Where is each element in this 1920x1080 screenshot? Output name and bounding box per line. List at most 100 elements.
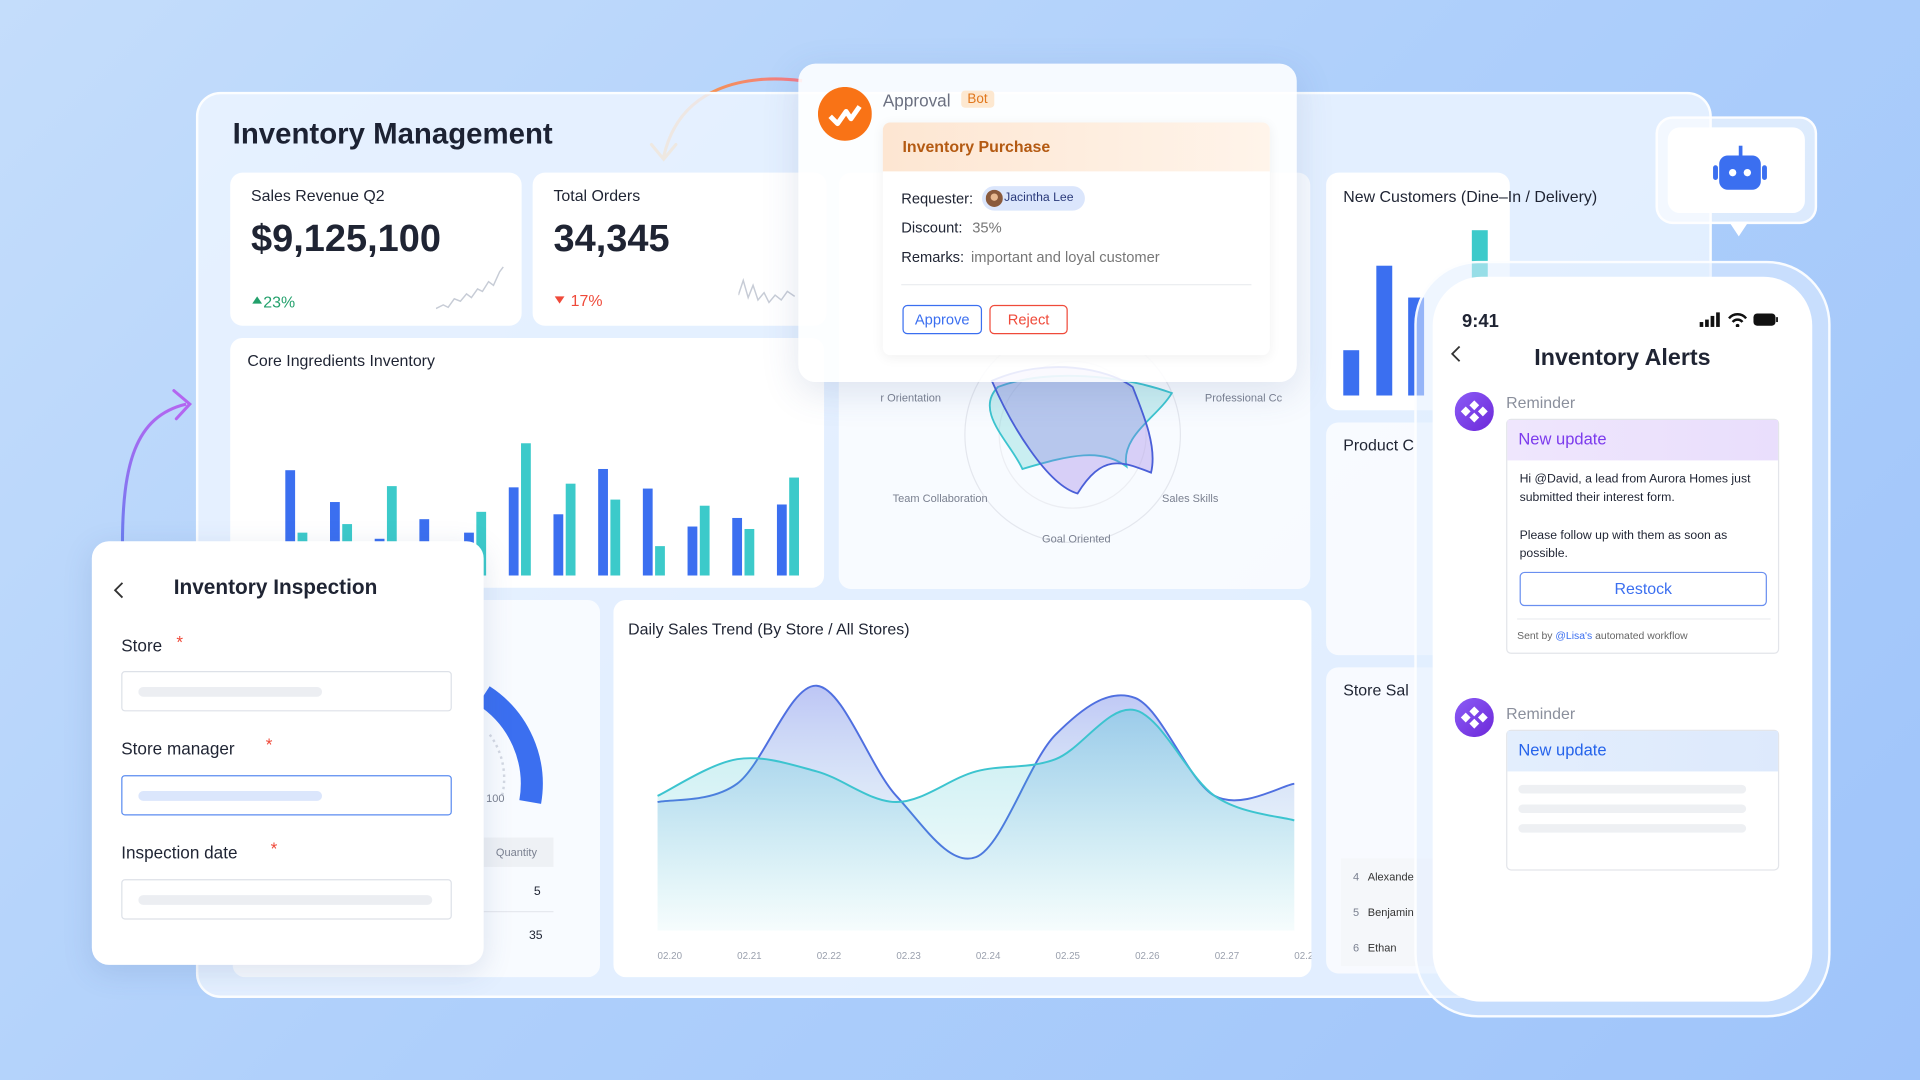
gauge-scale <box>488 733 506 797</box>
required-mark: * <box>176 631 184 652</box>
rank-name: Ethan <box>1367 941 1397 954</box>
field-label: Discount: <box>901 219 963 237</box>
rank: 5 <box>1353 906 1360 919</box>
back-icon[interactable] <box>113 582 125 599</box>
bar <box>732 517 743 576</box>
x-tick-label: 02.21 <box>737 951 761 962</box>
card-value: $9,125,100 <box>251 216 442 260</box>
placeholder <box>138 791 323 801</box>
back-icon[interactable] <box>1450 345 1462 362</box>
line <box>657 708 1295 822</box>
chart-title: Core Ingredients Inventory <box>247 351 435 370</box>
card-title: New update <box>1518 740 1607 760</box>
bar <box>330 502 340 576</box>
bar <box>789 477 799 576</box>
daily-sales-chart: 02.20 02.21 02.22 02.23 02.24 02.25 02.26 02.27… <box>657 684 1311 962</box>
status-icons <box>1699 312 1778 327</box>
orders-card: Total Orders 34,345 17% <box>532 172 827 326</box>
field-label: Remarks: <box>901 248 965 266</box>
radar-label: Professional Cc <box>1204 391 1283 405</box>
reminder-avatar <box>1454 697 1494 738</box>
down-icon <box>554 296 565 304</box>
rank: 6 <box>1353 941 1360 954</box>
reminder-label: Reminder <box>1506 393 1576 412</box>
radar-chart <box>964 326 1182 544</box>
bar <box>1376 265 1393 396</box>
phone-title: Inventory Alerts <box>1534 345 1711 372</box>
card-header <box>882 122 1270 172</box>
radar-label: Goal Oriented <box>1042 532 1111 545</box>
bar <box>553 514 564 576</box>
field-label: Store manager <box>121 738 235 758</box>
card-title: Store Sal <box>1343 680 1409 700</box>
reminder-card: New update Hi @David, a lead from Aurora… <box>1506 418 1780 654</box>
reminder-label: Reminder <box>1506 704 1576 723</box>
rank-name: Alexande <box>1367 870 1414 883</box>
placeholder <box>138 686 323 697</box>
sparkline <box>738 277 796 304</box>
table-header: Quantity <box>495 846 537 859</box>
x-tick-label: 02.25 <box>1056 951 1081 962</box>
bot-bubble <box>1655 116 1818 237</box>
bar <box>699 505 710 576</box>
card-header <box>1507 731 1778 772</box>
gauge-arc <box>477 686 543 804</box>
store-input[interactable] <box>121 671 452 712</box>
status-time: 9:41 <box>1462 311 1499 332</box>
field-label: Inspection date <box>121 842 238 863</box>
required-mark: * <box>265 734 273 755</box>
card-title: New update <box>1518 429 1607 449</box>
divider <box>1517 618 1771 620</box>
phone-frame: 9:41 Inventory Alerts Reminder New updat… <box>1414 260 1831 1018</box>
bar <box>655 546 665 576</box>
sender[interactable]: @Lisa's <box>1555 629 1593 642</box>
manager-input[interactable] <box>121 775 452 816</box>
chart-title: Daily Sales Trend (By Store / All Stores… <box>628 619 910 638</box>
message: Please follow up with them as soon as po… <box>1519 528 1728 561</box>
table-divider <box>483 911 554 913</box>
bar <box>744 528 755 576</box>
approval-label: Approval <box>882 90 951 111</box>
x-tick-label: 02.23 <box>896 951 921 962</box>
bar <box>285 470 296 576</box>
bar <box>642 488 653 576</box>
card-header <box>1507 420 1778 461</box>
card-title: Inventory Purchase <box>902 137 1051 156</box>
inspection-form: Inventory Inspection Store * Store manag… <box>91 541 484 965</box>
revenue-card: Sales Revenue Q2 $9,125,100 23% <box>230 172 522 326</box>
placeholder <box>1518 784 1747 794</box>
bar <box>776 504 787 576</box>
change: 17% <box>570 291 603 310</box>
restock-button[interactable]: Restock <box>1519 571 1767 607</box>
x-tick-label: 02.27 <box>1215 951 1239 962</box>
date-input[interactable] <box>121 879 452 920</box>
discount: 35% <box>972 219 1002 237</box>
bubble-tail <box>1728 221 1749 237</box>
card-label: Total Orders <box>553 186 641 205</box>
bar <box>1343 350 1360 396</box>
x-tick-label: 02.28 <box>1294 951 1311 962</box>
approval-panel: Approval Bot Inventory Purchase Requeste… <box>798 63 1297 383</box>
sparkline <box>435 266 504 310</box>
requester: Jacintha Lee <box>1004 191 1074 205</box>
field-label: Requester: <box>901 189 974 207</box>
x-tick-label: 02.26 <box>1135 951 1160 962</box>
reminder-card: New update <box>1506 729 1780 871</box>
form-title: Inventory Inspection <box>173 575 378 599</box>
bar <box>598 468 608 576</box>
bot-icon <box>1713 145 1767 190</box>
placeholder <box>1518 824 1747 833</box>
approve-button[interactable]: Approve <box>902 304 983 335</box>
sent-by: Sent by <box>1517 629 1553 642</box>
reject-button[interactable]: Reject <box>989 304 1068 335</box>
radar-label: Team Collaboration <box>892 492 988 505</box>
placeholder <box>1518 804 1747 814</box>
bar <box>386 486 397 576</box>
area <box>657 709 1295 931</box>
approval-card: Inventory Purchase Requester: Jacintha L… <box>882 122 1270 356</box>
rank-name: Benjamin <box>1367 906 1414 919</box>
divider <box>901 284 1252 286</box>
table-cell: 35 <box>528 929 543 943</box>
